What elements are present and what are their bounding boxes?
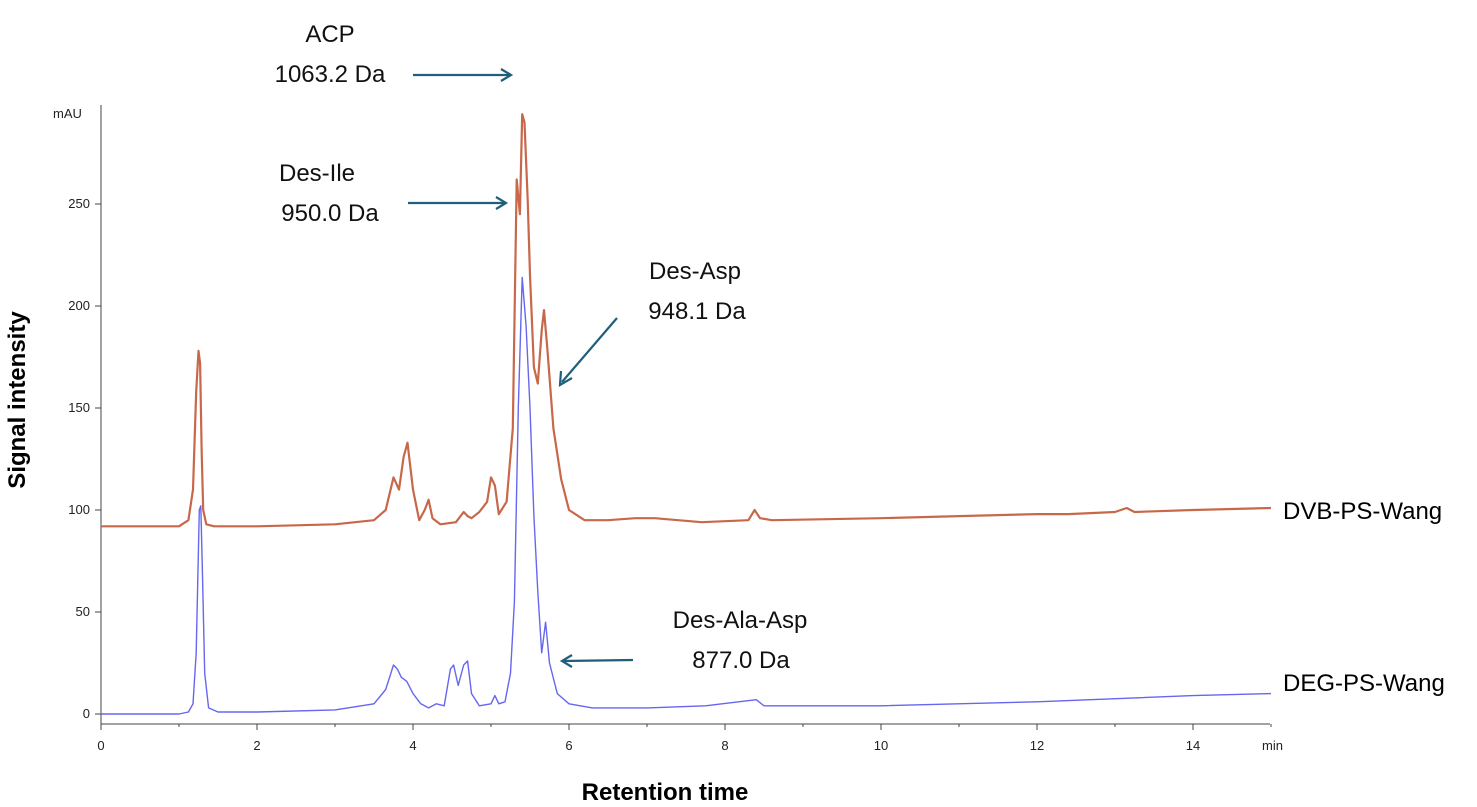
y-tick-label: 150 xyxy=(68,400,90,415)
y-axis-title: Signal intensity xyxy=(4,311,31,489)
series-layer xyxy=(101,113,1272,715)
annotation-des-asp-name: Des-Asp xyxy=(649,258,741,285)
x-tick-label: 8 xyxy=(721,738,728,753)
annotation-des-asp-arrowhead xyxy=(558,370,573,388)
x-unit-label: min xyxy=(1262,738,1283,753)
series-line-deg-ps-wang xyxy=(101,276,1272,715)
series-label-deg: DEG-PS-Wang xyxy=(1283,670,1445,697)
series-line-dvb-ps-wang xyxy=(101,113,1272,528)
annotation-des-ala-asp-name: Des-Ala-Asp xyxy=(673,607,808,634)
x-axis-title: Retention time xyxy=(582,779,749,806)
x-tick-label: 2 xyxy=(253,738,260,753)
annotation-acp-name: ACP xyxy=(305,21,354,48)
x-tick-label: 0 xyxy=(97,738,104,753)
annotation-des-ala-asp-mass: 877.0 Da xyxy=(692,647,790,674)
ticks-layer: 0 2 4 6 8 10 12 14 0 50 100 150 200 250 xyxy=(68,196,1272,753)
annotation-des-asp: Des-Asp 948.1 Da xyxy=(558,258,746,388)
x-tick-label: 12 xyxy=(1030,738,1044,753)
y-tick-label: 100 xyxy=(68,502,90,517)
annotation-des-ala-asp-arrow xyxy=(562,658,634,663)
annotation-acp-arrowhead xyxy=(500,68,514,82)
x-tick-label: 4 xyxy=(409,738,416,753)
annotation-des-ala-asp-arrowhead xyxy=(559,654,573,668)
annotation-des-ile-name: Des-Ile xyxy=(279,160,355,187)
annotation-des-asp-arrow xyxy=(561,317,618,383)
y-tick-label: 250 xyxy=(68,196,90,211)
annotation-des-asp-mass: 948.1 Da xyxy=(648,298,746,325)
x-tick-label: 6 xyxy=(565,738,572,753)
x-tick-label: 14 xyxy=(1186,738,1200,753)
y-tick-label: 200 xyxy=(68,298,90,313)
annotation-acp-mass: 1063.2 Da xyxy=(275,61,386,88)
annotation-des-ala-asp: Des-Ala-Asp 877.0 Da xyxy=(559,607,808,674)
annotation-des-ile: Des-Ile 950.0 Da xyxy=(279,160,509,227)
y-unit-label: mAU xyxy=(53,106,82,121)
series-label-dvb: DVB-PS-Wang xyxy=(1283,498,1442,525)
annotation-des-ile-mass: 950.0 Da xyxy=(281,200,379,227)
y-tick-label: 0 xyxy=(83,706,90,721)
x-tick-label: 10 xyxy=(874,738,888,753)
y-tick-label: 50 xyxy=(76,604,90,619)
annotation-des-ile-arrowhead xyxy=(495,196,509,210)
annotation-acp: ACP 1063.2 Da xyxy=(275,21,514,88)
